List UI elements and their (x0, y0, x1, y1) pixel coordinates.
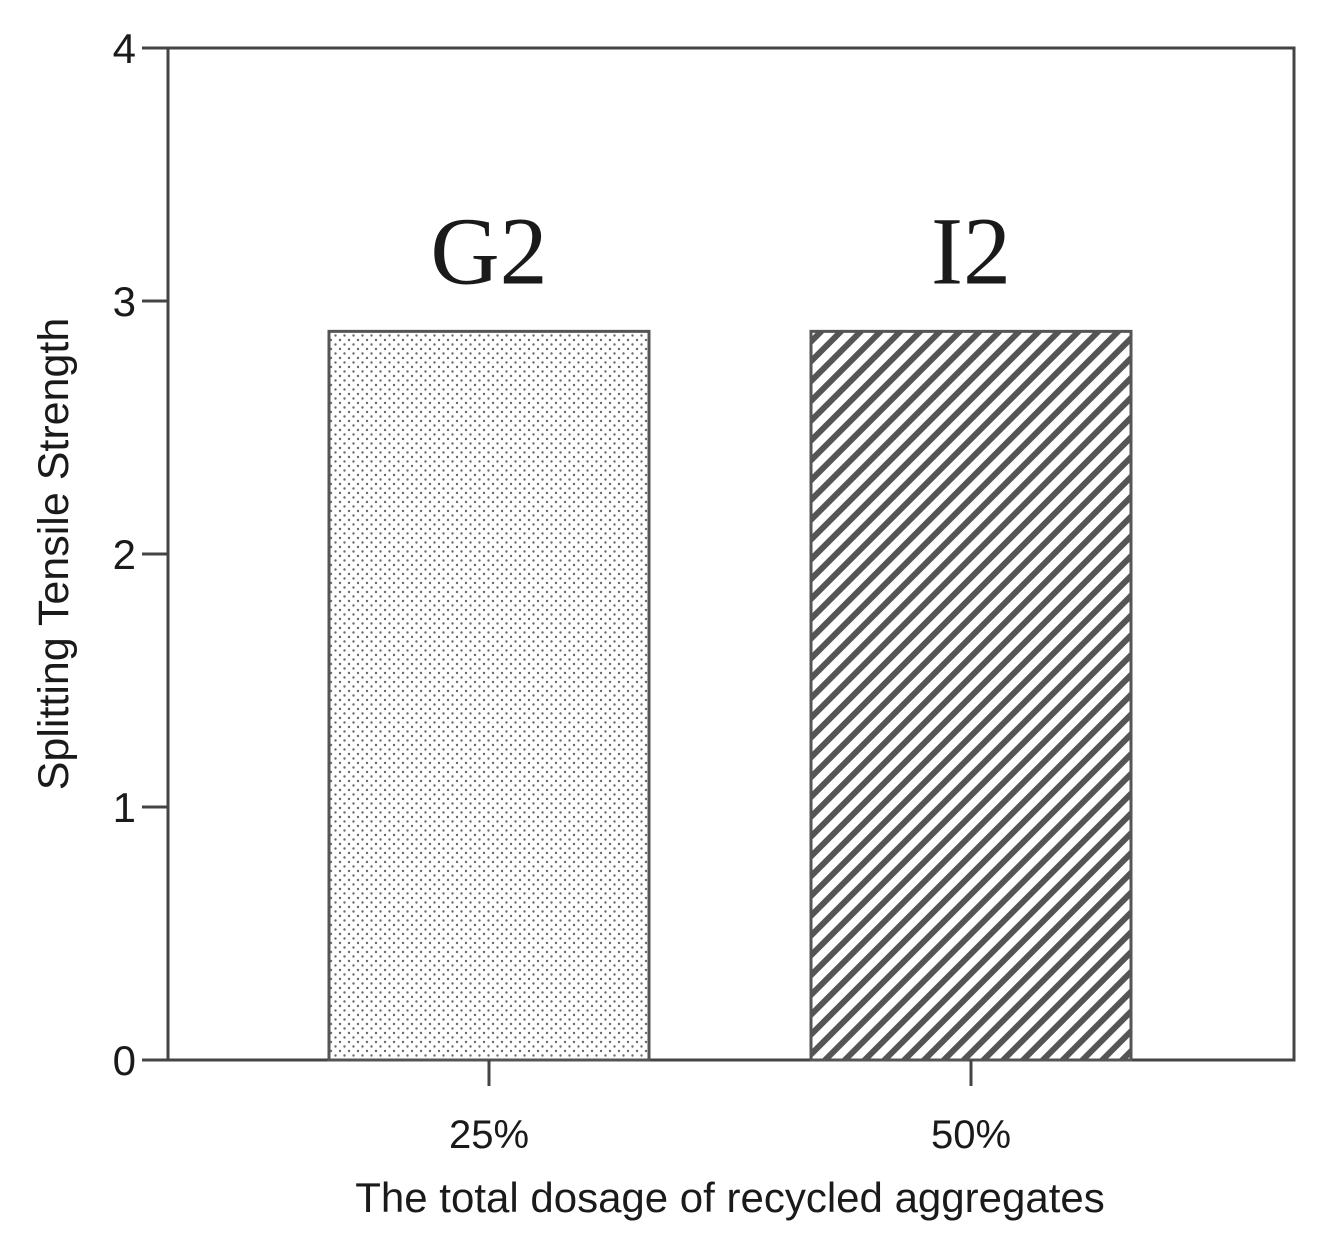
y-tick-label: 2 (113, 531, 136, 578)
y-axis-title: Splitting Tensile Strength (30, 318, 78, 791)
x-axis-title: The total dosage of recycled aggregates (355, 1174, 1104, 1221)
bar-label: I2 (931, 197, 1011, 304)
y-tick-label: 4 (113, 25, 136, 72)
x-tick-label: 25% (449, 1113, 529, 1157)
x-axis: 25% 50% (449, 1060, 1011, 1157)
y-axis: 0 1 2 3 4 (113, 25, 168, 1084)
y-tick-label: 0 (113, 1037, 136, 1084)
bar (809, 329, 1133, 1062)
x-tick-label: 50% (931, 1113, 1011, 1157)
bars: G2 I2 (327, 197, 1133, 1062)
bar-label: G2 (430, 197, 547, 304)
bar (327, 329, 651, 1062)
y-tick-label: 1 (113, 784, 136, 831)
y-tick-label: 3 (113, 278, 136, 325)
